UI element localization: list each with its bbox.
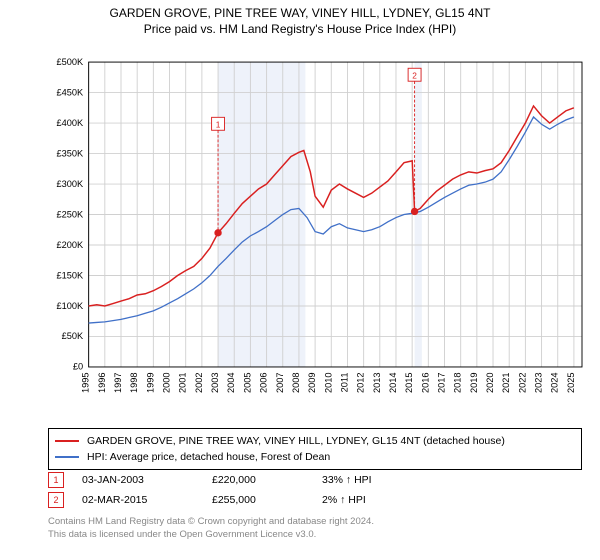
svg-text:2013: 2013 [372, 373, 382, 394]
svg-text:2020: 2020 [485, 373, 495, 394]
svg-text:2004: 2004 [226, 373, 236, 394]
svg-text:2019: 2019 [469, 373, 479, 394]
svg-text:2008: 2008 [291, 373, 301, 394]
svg-text:£500K: £500K [56, 57, 84, 67]
legend-swatch [55, 440, 79, 442]
svg-text:2016: 2016 [420, 373, 430, 394]
event-date: 03-JAN-2003 [82, 474, 212, 486]
svg-text:£0: £0 [73, 362, 83, 372]
svg-text:1998: 1998 [129, 373, 139, 394]
svg-text:1997: 1997 [113, 373, 123, 394]
svg-text:£450K: £450K [56, 87, 84, 97]
svg-text:£400K: £400K [56, 118, 84, 128]
legend-row: GARDEN GROVE, PINE TREE WAY, VINEY HILL,… [55, 433, 575, 449]
svg-text:£350K: £350K [56, 148, 84, 158]
event-price: £220,000 [212, 474, 322, 486]
svg-text:2007: 2007 [275, 373, 285, 394]
svg-text:2003: 2003 [210, 373, 220, 394]
legend-label: HPI: Average price, detached house, Fore… [87, 451, 330, 463]
svg-text:£200K: £200K [56, 240, 84, 250]
event-pct: 2% ↑ HPI [322, 494, 442, 506]
svg-text:£150K: £150K [56, 270, 84, 280]
svg-text:£50K: £50K [62, 331, 84, 341]
event-marker-badge: 1 [48, 472, 64, 488]
legend-row: HPI: Average price, detached house, Fore… [55, 449, 575, 465]
svg-text:£300K: £300K [56, 179, 84, 189]
footer-attribution: Contains HM Land Registry data © Crown c… [48, 516, 374, 542]
svg-text:2018: 2018 [453, 373, 463, 394]
chart-svg: £0 £50K £100K £150K £200K £250K £300K £350K £400… [48, 48, 582, 418]
event-row: 1 03-JAN-2003£220,00033% ↑ HPI [48, 470, 582, 490]
svg-text:1995: 1995 [81, 373, 91, 394]
legend-swatch [55, 456, 79, 458]
svg-text:£250K: £250K [56, 209, 84, 219]
svg-text:2021: 2021 [501, 373, 511, 394]
svg-text:2001: 2001 [178, 373, 188, 394]
event-row: 2 02-MAR-2015£255,0002% ↑ HPI [48, 490, 582, 510]
event-date: 02-MAR-2015 [82, 494, 212, 506]
svg-text:£100K: £100K [56, 301, 84, 311]
event-price: £255,000 [212, 494, 322, 506]
event-marker-badge: 2 [48, 492, 64, 508]
event-pct: 33% ↑ HPI [322, 474, 442, 486]
svg-text:2017: 2017 [437, 373, 447, 394]
footer-line-2: This data is licensed under the Open Gov… [48, 529, 374, 542]
svg-text:2005: 2005 [242, 373, 252, 394]
svg-text:2009: 2009 [307, 373, 317, 394]
svg-text:1999: 1999 [145, 373, 155, 394]
svg-text:2023: 2023 [534, 373, 544, 394]
svg-text:2022: 2022 [517, 373, 527, 394]
svg-text:2010: 2010 [323, 373, 333, 394]
svg-text:2006: 2006 [259, 373, 269, 394]
svg-text:1: 1 [216, 119, 221, 129]
svg-text:2015: 2015 [404, 373, 414, 394]
svg-text:2011: 2011 [339, 373, 349, 393]
event-table: 1 03-JAN-2003£220,00033% ↑ HPI 2 02-MAR-201… [48, 470, 582, 510]
svg-text:2014: 2014 [388, 373, 398, 394]
legend-box: GARDEN GROVE, PINE TREE WAY, VINEY HILL,… [48, 428, 582, 470]
legend-label: GARDEN GROVE, PINE TREE WAY, VINEY HILL,… [87, 435, 505, 447]
svg-text:2002: 2002 [194, 373, 204, 394]
svg-text:2025: 2025 [566, 373, 576, 394]
chart-title-1: GARDEN GROVE, PINE TREE WAY, VINEY HILL,… [0, 6, 600, 20]
svg-text:2012: 2012 [356, 373, 366, 394]
svg-text:2: 2 [412, 70, 417, 80]
chart-plot-area: £0 £50K £100K £150K £200K £250K £300K £350K £400… [48, 48, 582, 418]
footer-line-1: Contains HM Land Registry data © Crown c… [48, 516, 374, 529]
svg-text:1996: 1996 [97, 373, 107, 394]
svg-text:2024: 2024 [550, 373, 560, 394]
svg-text:2000: 2000 [162, 373, 172, 394]
chart-title-block: GARDEN GROVE, PINE TREE WAY, VINEY HILL,… [0, 0, 600, 36]
chart-title-2: Price paid vs. HM Land Registry's House … [0, 22, 600, 36]
